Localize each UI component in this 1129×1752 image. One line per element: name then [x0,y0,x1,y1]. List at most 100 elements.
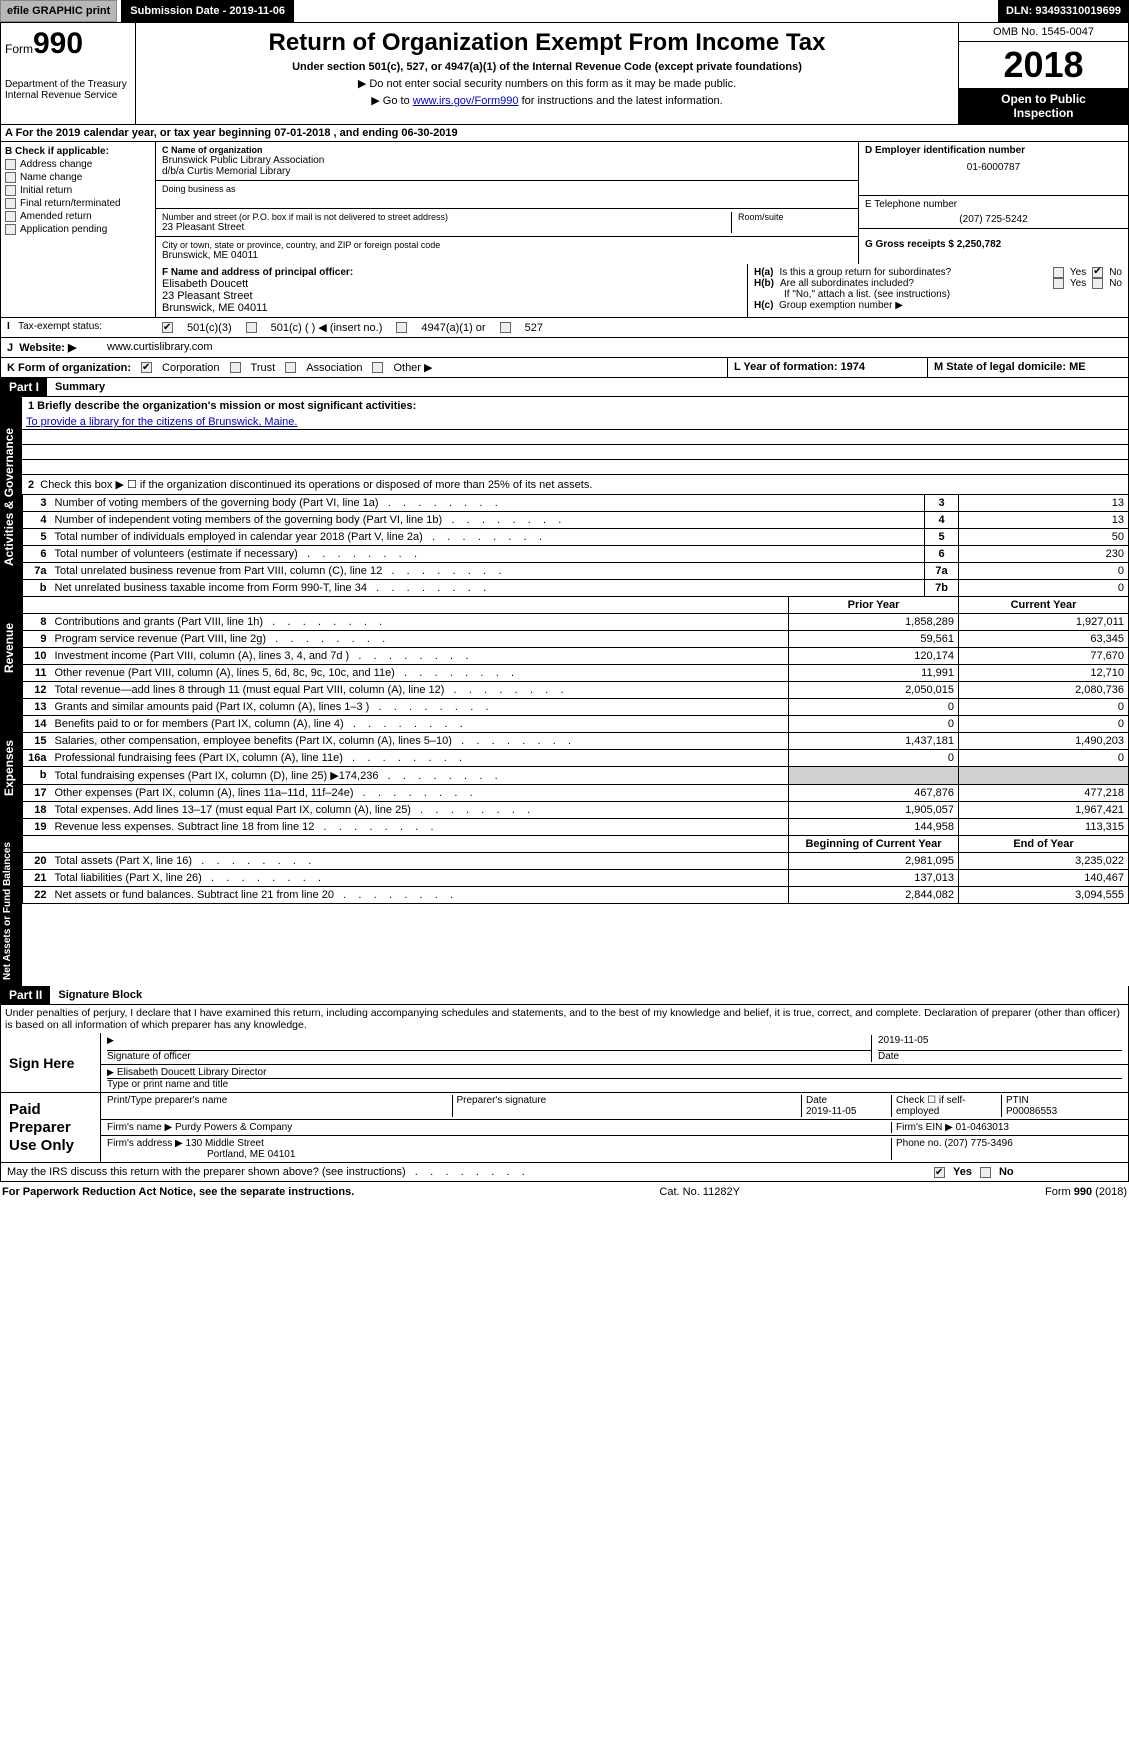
omb-number: OMB No. 1545-0047 [959,23,1128,42]
table-row: 12Total revenue—add lines 8 through 11 (… [23,682,1129,699]
officer-name: Elisabeth Doucett [162,278,741,290]
opt-corp: Corporation [162,362,219,374]
vtab-na: Net Assets or Fund Balances [0,836,22,986]
footer-right-post: (2018) [1092,1186,1127,1198]
part1-title: Summary [47,379,113,395]
form990-link[interactable]: www.irs.gov/Form990 [413,95,519,107]
chk-4947[interactable] [396,322,407,333]
chk-amended[interactable] [5,211,16,222]
chk-ha-yes[interactable] [1053,267,1064,278]
perjury-statement: Under penalties of perjury, I declare th… [0,1005,1129,1033]
chk-hb-no[interactable] [1092,278,1103,289]
box-h: H(a) Is this a group return for subordin… [748,264,1128,317]
state-domicile: M State of legal domicile: ME [934,361,1086,373]
chk-other[interactable] [372,362,383,373]
chk-final-return[interactable] [5,198,16,209]
chk-527[interactable] [500,322,511,333]
footer-right-pre: Form [1045,1186,1074,1198]
ha-text: Is this a group return for subordinates? [779,267,1046,278]
box-b: B Check if applicable: Address change Na… [1,142,156,264]
preparer-name-label: Print/Type preparer's name [107,1095,453,1117]
self-employed-label: Check ☐ if self-employed [892,1095,1002,1117]
box-f: F Name and address of principal officer:… [156,264,748,317]
box-c: C Name of organization Brunswick Public … [156,142,858,264]
lbl-dba: Doing business as [162,184,852,194]
table-row: 22Net assets or fund balances. Subtract … [23,887,1129,904]
dept-line1: Department of the Treasury [5,79,131,90]
chk-initial-return[interactable] [5,185,16,196]
chk-address-change[interactable] [5,159,16,170]
table-row: 20Total assets (Part X, line 16)2,981,09… [23,853,1129,870]
org-name-2: d/b/a Curtis Memorial Library [162,166,852,177]
lbl-org-name: C Name of organization [162,145,852,155]
table-row: 4Number of independent voting members of… [23,512,1129,529]
prep-date-label: Date [806,1095,891,1106]
lbl-no2: No [1109,278,1122,289]
chk-app-pending[interactable] [5,224,16,235]
box-b-title: B Check if applicable: [5,146,151,157]
city-state-zip: Brunswick, ME 04011 [162,250,852,261]
table-row: 6Total number of volunteers (estimate if… [23,546,1129,563]
hb-text: Are all subordinates included? [780,278,1047,289]
chk-hb-yes[interactable] [1053,278,1064,289]
paid-preparer-block: Paid Preparer Use Only Print/Type prepar… [0,1093,1129,1163]
paid-preparer-label: Paid Preparer Use Only [1,1093,101,1162]
lbl-no: No [1109,267,1122,278]
mission-label: 1 Briefly describe the organization's mi… [28,400,416,412]
efile-print-button[interactable]: efile GRAPHIC print [0,0,117,22]
open-to-public: Open to Public Inspection [959,88,1128,124]
discuss-yes: Yes [953,1166,972,1178]
year-formation: L Year of formation: 1974 [734,361,865,373]
ein-value: 01-6000787 [865,162,1122,173]
top-bar: efile GRAPHIC print Submission Date - 20… [0,0,1129,22]
chk-501c[interactable] [246,322,257,333]
mission-text[interactable]: To provide a library for the citizens of… [26,416,297,428]
ag-table: 3Number of voting members of the governi… [22,495,1129,597]
row-fh: F Name and address of principal officer:… [0,264,1129,318]
form-header: Form990 Department of the Treasury Inter… [0,22,1129,125]
chk-501c3[interactable] [162,322,173,333]
website-value: www.curtislibrary.com [101,338,1128,357]
table-row: 19Revenue less expenses. Subtract line 1… [23,819,1129,836]
firm-ein-label: Firm's EIN ▶ [896,1122,953,1133]
hdr-eoy: End of Year [959,836,1129,853]
part2-header: Part II Signature Block [0,986,1129,1005]
chk-corp[interactable] [141,362,152,373]
goto-pre: ▶ Go to [371,95,412,107]
opt-other: Other ▶ [393,361,432,374]
section-revenue: Revenue Prior Year Current Year 8Contrib… [0,597,1129,699]
open-line2: Inspection [963,106,1124,120]
table-row: 7aTotal unrelated business revenue from … [23,563,1129,580]
submission-date: Submission Date - 2019-11-06 [121,0,294,22]
table-row: 5Total number of individuals employed in… [23,529,1129,546]
opt-501c3: 501(c)(3) [187,322,232,334]
sig-officer-label: Signature of officer [107,1051,871,1062]
table-row: 9Program service revenue (Part VIII, lin… [23,631,1129,648]
lbl-final-return: Final return/terminated [20,198,121,209]
row-klm: K Form of organization: Corporation Trus… [0,358,1129,378]
hdr-prior-year: Prior Year [789,597,959,614]
lbl-yes: Yes [1070,267,1086,278]
section-expenses: Expenses 13Grants and similar amounts pa… [0,699,1129,836]
form-title: Return of Organization Exempt From Incom… [146,29,948,57]
table-row: 3Number of voting members of the governi… [23,495,1129,512]
chk-ha-no[interactable] [1092,267,1103,278]
footer: For Paperwork Reduction Act Notice, see … [0,1182,1129,1202]
lbl-website: Website: ▶ [19,342,76,354]
vtab-ag: Activities & Governance [0,397,22,597]
chk-discuss-no[interactable] [980,1167,991,1178]
hdr-current-year: Current Year [959,597,1129,614]
part1-tag: Part I [1,378,47,396]
org-name-1: Brunswick Public Library Association [162,155,852,166]
subtitle-3: ▶ Go to www.irs.gov/Form990 for instruct… [146,94,948,107]
chk-discuss-yes[interactable] [934,1167,945,1178]
hdr-boy: Beginning of Current Year [789,836,959,853]
chk-name-change[interactable] [5,172,16,183]
table-row: bNet unrelated business taxable income f… [23,580,1129,597]
table-row: 13Grants and similar amounts paid (Part … [23,699,1129,716]
firm-addr-label: Firm's address ▶ [107,1138,183,1149]
dln: DLN: 93493310019699 [998,0,1129,22]
chk-trust[interactable] [230,362,241,373]
hc-text: Group exemption number ▶ [779,300,903,311]
chk-assoc[interactable] [285,362,296,373]
